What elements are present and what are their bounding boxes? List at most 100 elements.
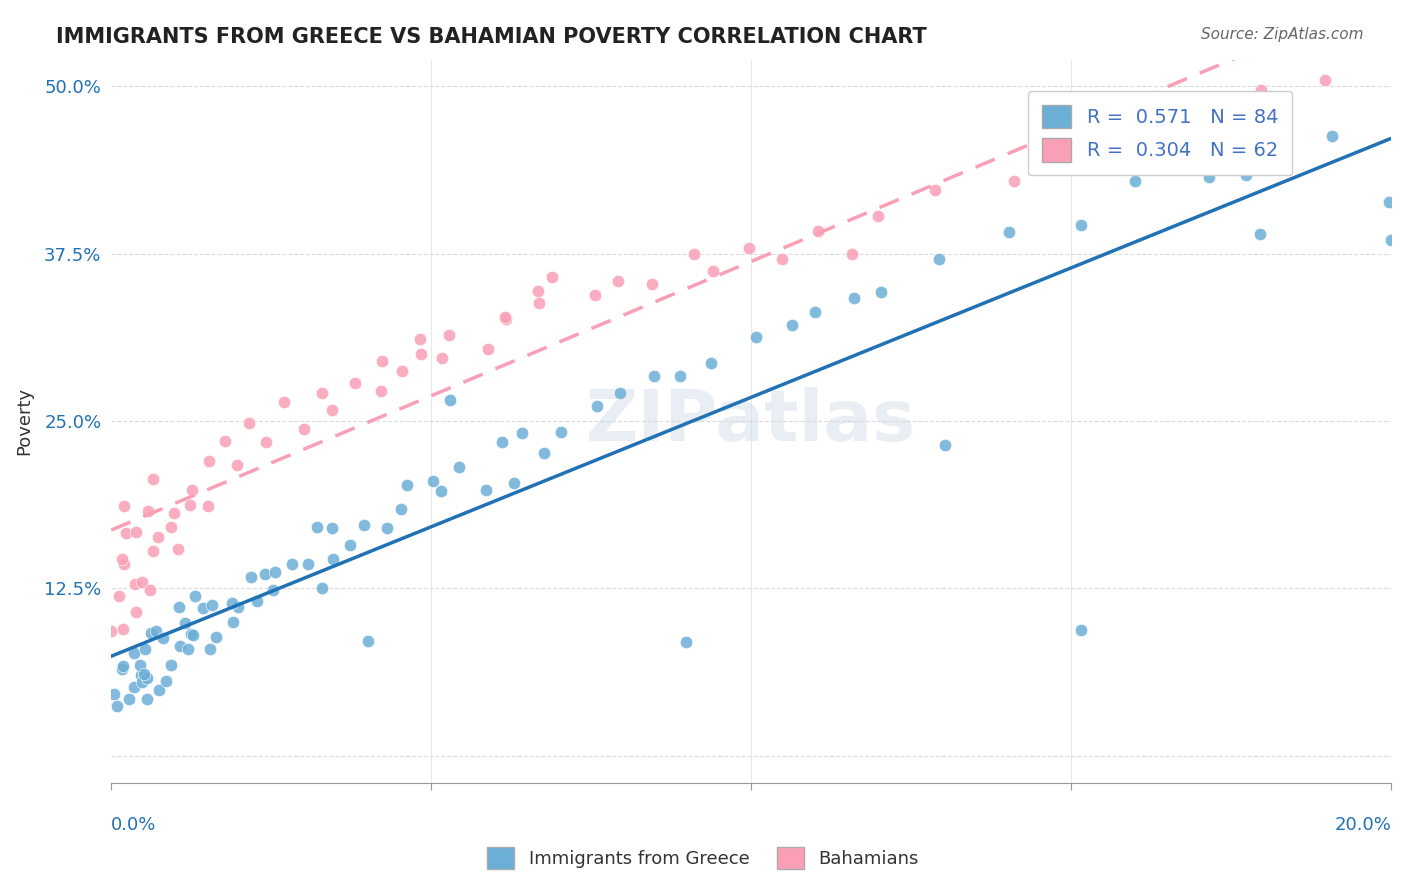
Point — [586, 400, 609, 414]
Point — [221, 596, 243, 610]
Point — [700, 356, 723, 370]
Point — [396, 478, 419, 492]
Point — [641, 277, 664, 291]
Point — [702, 263, 724, 277]
Point — [924, 183, 946, 197]
Point — [868, 209, 890, 223]
Point — [111, 552, 134, 566]
Point — [928, 252, 950, 266]
Point — [184, 589, 207, 603]
Point — [264, 566, 287, 580]
Point — [160, 520, 183, 534]
Point — [118, 691, 141, 706]
Text: Source: ZipAtlas.com: Source: ZipAtlas.com — [1201, 27, 1364, 42]
Point — [780, 318, 803, 333]
Point — [141, 473, 163, 487]
Point — [297, 558, 319, 572]
Point — [375, 521, 398, 535]
Point — [683, 247, 706, 261]
Point — [222, 615, 245, 629]
Point — [139, 582, 162, 597]
Point — [197, 499, 219, 513]
Point — [134, 641, 156, 656]
Legend: R =  0.571   N = 84, R =  0.304   N = 62: R = 0.571 N = 84, R = 0.304 N = 62 — [1028, 91, 1292, 176]
Point — [273, 395, 295, 409]
Point — [125, 525, 148, 540]
Point — [510, 425, 533, 440]
Point — [1002, 174, 1025, 188]
Point — [226, 599, 249, 614]
Point — [491, 435, 513, 450]
Point — [179, 499, 201, 513]
Point — [870, 285, 893, 299]
Point — [129, 657, 152, 672]
Point — [998, 225, 1021, 239]
Point — [806, 224, 828, 238]
Point — [129, 668, 152, 682]
Point — [122, 647, 145, 661]
Point — [183, 628, 205, 642]
Point — [214, 434, 236, 449]
Point — [1378, 194, 1400, 209]
Point — [1123, 174, 1146, 188]
Point — [112, 558, 135, 572]
Point — [254, 567, 277, 582]
Point — [527, 296, 550, 310]
Point — [122, 680, 145, 694]
Point — [148, 683, 170, 698]
Point — [131, 575, 153, 590]
Point — [100, 624, 122, 639]
Point — [1070, 218, 1092, 232]
Point — [439, 327, 461, 342]
Point — [842, 291, 865, 305]
Point — [411, 346, 433, 360]
Point — [609, 385, 631, 400]
Point — [169, 639, 191, 653]
Text: ZIPatlas: ZIPatlas — [586, 386, 917, 456]
Point — [432, 351, 454, 365]
Point — [155, 673, 177, 688]
Point — [389, 501, 412, 516]
Point — [311, 582, 333, 596]
Text: 20.0%: 20.0% — [1334, 816, 1391, 834]
Text: 0.0%: 0.0% — [111, 816, 156, 834]
Point — [262, 582, 284, 597]
Point — [1198, 169, 1220, 184]
Point — [1249, 227, 1271, 242]
Point — [167, 600, 190, 615]
Point — [131, 675, 153, 690]
Legend: Immigrants from Greece, Bahamians: Immigrants from Greece, Bahamians — [478, 838, 928, 879]
Point — [339, 538, 361, 552]
Point — [343, 376, 366, 391]
Point — [675, 635, 697, 649]
Point — [132, 666, 155, 681]
Point — [606, 274, 628, 288]
Point — [159, 657, 181, 672]
Point — [146, 530, 169, 544]
Point — [321, 520, 343, 534]
Point — [136, 503, 159, 517]
Point — [527, 284, 550, 298]
Point — [280, 558, 302, 572]
Point — [770, 252, 793, 267]
Point — [1315, 72, 1337, 87]
Point — [180, 483, 202, 497]
Point — [447, 459, 470, 474]
Point — [152, 631, 174, 645]
Point — [409, 332, 432, 346]
Point — [322, 551, 344, 566]
Point — [163, 506, 186, 520]
Point — [503, 475, 526, 490]
Point — [135, 691, 157, 706]
Point — [1322, 128, 1344, 143]
Point — [841, 247, 863, 261]
Point — [643, 368, 665, 383]
Point — [177, 642, 200, 657]
Point — [205, 630, 228, 644]
Point — [1250, 83, 1272, 97]
Point — [1234, 168, 1257, 182]
Point — [475, 483, 498, 498]
Text: IMMIGRANTS FROM GREECE VS BAHAMIAN POVERTY CORRELATION CHART: IMMIGRANTS FROM GREECE VS BAHAMIAN POVER… — [56, 27, 927, 46]
Point — [201, 599, 224, 613]
Point — [533, 445, 555, 459]
